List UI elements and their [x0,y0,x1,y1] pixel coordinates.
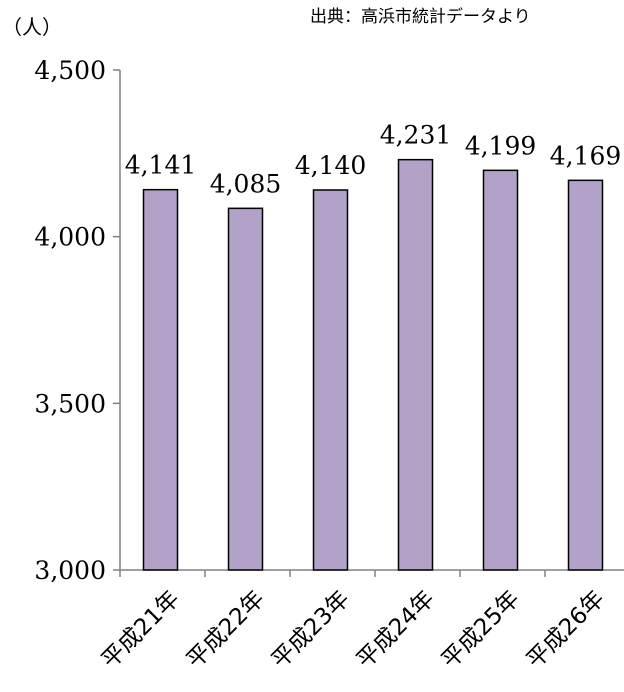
data-labels: 4,141 4,085 4,140 4,231 4,199 4,169 [125,121,622,199]
category-label: 平成22年 [182,586,270,674]
data-label: 4,231 [380,121,452,150]
bar [142,188,179,571]
category-label: 平成21年 [97,586,185,674]
bar [397,158,434,571]
y-tick-label: 4,000 [34,223,106,252]
bar [227,207,264,571]
y-axis: 3,000 3,500 4,000 4,500 [34,56,121,585]
category-label: 平成23年 [267,586,355,674]
y-tick-label: 3,000 [34,556,106,585]
bar [567,179,604,571]
data-label: 4,140 [295,151,367,180]
data-label: 4,169 [550,141,622,170]
source-note: 出典：高浜市統計データより [310,6,531,27]
data-label: 4,141 [125,151,197,180]
data-label: 4,199 [465,131,537,160]
y-tick-label: 4,500 [34,56,106,85]
y-tick-label: 3,500 [34,389,106,418]
category-label: 平成25年 [437,586,525,674]
category-label: 平成24年 [352,586,440,674]
bars [142,158,604,571]
y-unit-label: （人） [2,15,62,39]
category-label: 平成26年 [522,586,610,674]
bar [312,189,349,571]
data-label: 4,085 [210,169,282,198]
x-axis [119,569,624,577]
bar [482,169,519,571]
